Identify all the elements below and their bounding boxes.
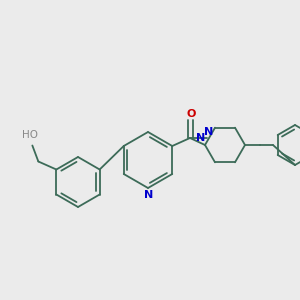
Text: HO: HO (22, 130, 38, 140)
Text: O: O (186, 109, 196, 119)
Text: N: N (144, 190, 154, 200)
Text: N: N (196, 133, 206, 143)
Text: N: N (204, 127, 214, 137)
